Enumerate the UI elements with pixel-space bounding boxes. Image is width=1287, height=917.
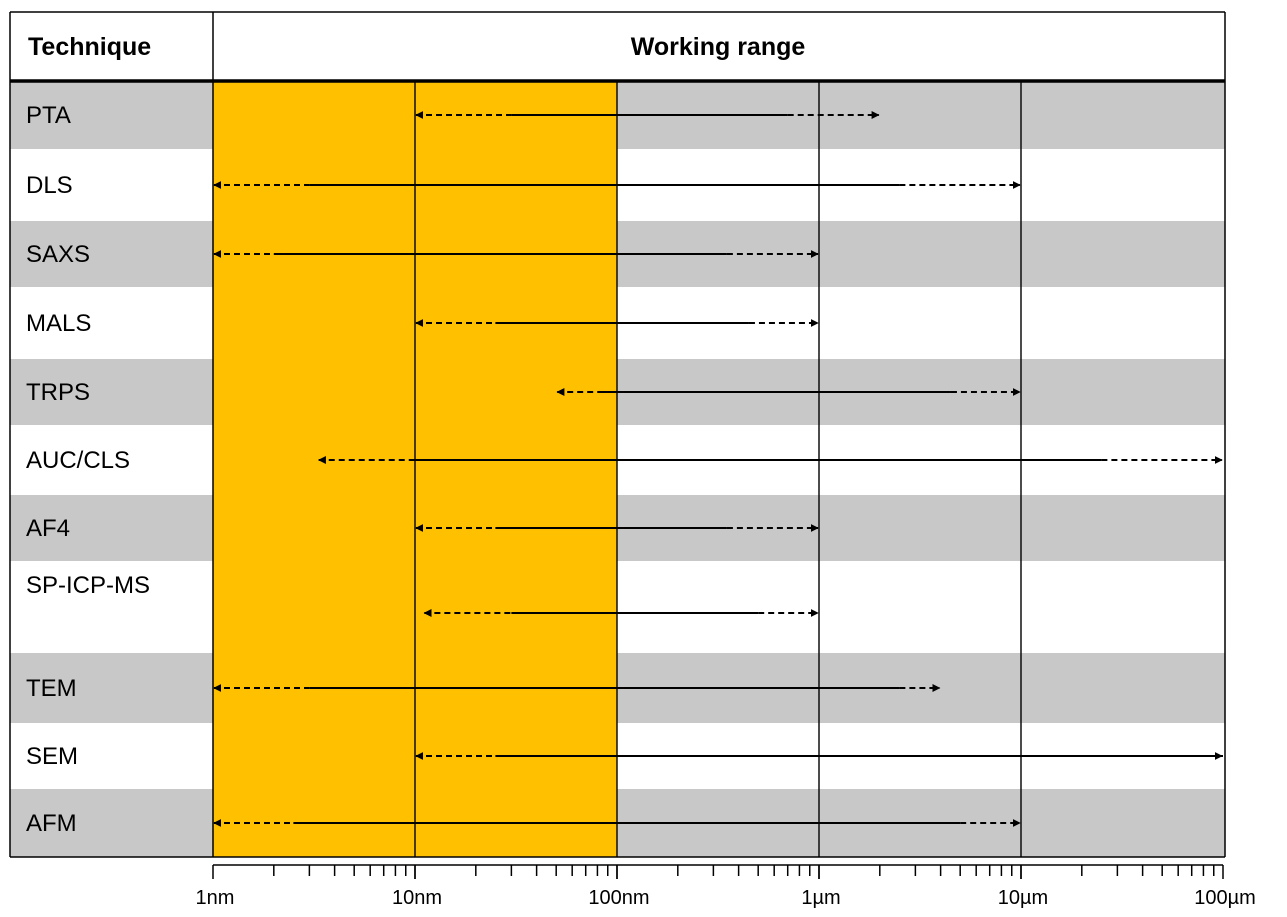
x-tick-label: 1nm [196,887,235,909]
x-tick-label: 10nm [392,887,442,909]
technique-label: AFM [26,810,77,837]
technique-label: SAXS [26,241,90,268]
technique-label: PTA [26,102,71,129]
technique-label: TRPS [26,379,90,406]
header-working-range: Working range [631,33,806,61]
x-tick-label: 1µm [801,887,840,909]
technique-label: AUC/CLS [26,447,130,474]
x-tick-label: 10µm [998,887,1048,909]
technique-label: MALS [26,310,91,337]
header-technique: Technique [28,33,151,61]
technique-label: AF4 [26,515,70,542]
technique-label: TEM [26,675,77,702]
technique-label: DLS [26,172,73,199]
x-tick-label: 100nm [588,887,649,909]
technique-label: SP-ICP-MS [26,572,150,599]
x-tick-label: 100µm [1194,887,1256,909]
technique-label: SEM [26,743,78,770]
